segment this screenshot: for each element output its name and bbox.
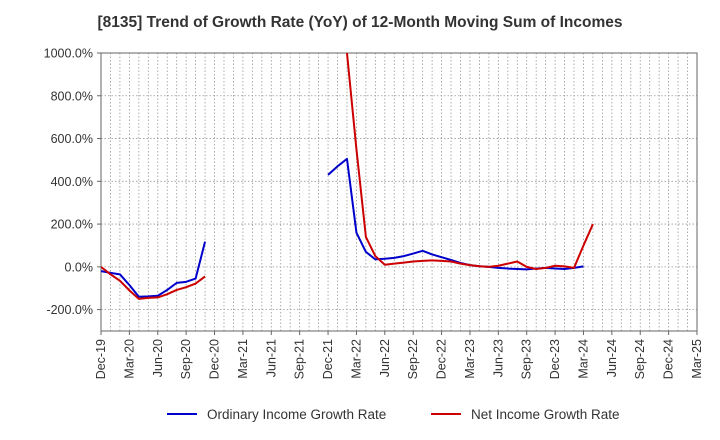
- x-tick-label: Sep-24: [633, 339, 647, 379]
- x-tick-label: Mar-25: [690, 339, 704, 379]
- axes: 1000.0% 800.0% 600.0% 400.0% 200.0% 0.0% -200.…: [44, 47, 704, 380]
- plot-frame: [100, 52, 698, 332]
- x-tick-label: Mar-20: [122, 339, 136, 379]
- x-tick-label: Jun-20: [151, 339, 165, 377]
- x-tick-label: Dec-19: [94, 339, 108, 379]
- y-tick-label: 400.0%: [51, 175, 93, 189]
- series-line-2: [101, 266, 206, 300]
- grid: [101, 52, 697, 331]
- x-tick-label: Jun-21: [264, 339, 278, 377]
- x-tick-label: Jun-24: [605, 339, 619, 377]
- y-tick-label: 1000.0%: [44, 47, 93, 61]
- x-tick-label: Sep-22: [406, 339, 420, 379]
- x-tick-label: Jun-22: [378, 339, 392, 377]
- x-tick-label: Mar-21: [236, 339, 250, 379]
- x-tick-label: Dec-20: [208, 339, 222, 379]
- plot-area: [101, 53, 697, 331]
- legend-label-2: Net Income Growth Rate: [471, 407, 620, 422]
- legend: Ordinary Income Growth Rate Net Income Gr…: [167, 407, 620, 422]
- x-tick-label: Dec-23: [548, 339, 562, 379]
- x-tick-label: Mar-22: [349, 339, 363, 379]
- y-tick-label: 0.0%: [65, 260, 94, 274]
- x-tick-label: Sep-23: [520, 339, 534, 379]
- x-tick-label: Mar-23: [463, 339, 477, 379]
- x-tick-label: Sep-20: [179, 339, 193, 379]
- series-group: [101, 53, 594, 300]
- chart-title: [8135] Trend of Growth Rate (YoY) of 12-…: [97, 14, 623, 31]
- series-line-1: [101, 241, 207, 298]
- legend-label-1: Ordinary Income Growth Rate: [207, 407, 386, 422]
- x-tick-label: Jun-23: [491, 339, 505, 377]
- y-tick-label: 200.0%: [51, 218, 93, 232]
- y-tick-label: 600.0%: [51, 132, 93, 146]
- x-tick-label: Dec-22: [435, 339, 449, 379]
- x-tick-label: Dec-21: [321, 339, 335, 379]
- x-tick-label: Sep-21: [293, 339, 307, 379]
- x-tick-label: Mar-24: [576, 339, 590, 379]
- y-tick-label: -200.0%: [46, 303, 93, 317]
- series-line-2: [345, 53, 594, 270]
- y-tick-label: 800.0%: [51, 89, 93, 103]
- x-tick-label: Dec-24: [662, 339, 676, 379]
